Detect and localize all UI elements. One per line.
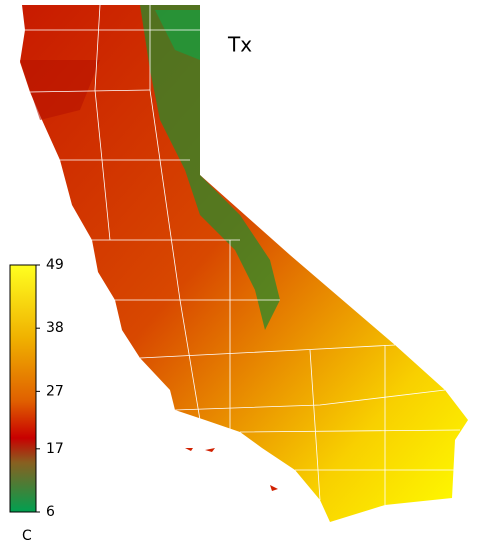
colorbar <box>9 264 37 513</box>
colorbar-tick-label: 38 <box>46 320 64 336</box>
colorbar-tick-label: 17 <box>46 441 64 457</box>
colorbar-unit: C <box>22 528 32 544</box>
colorbar-tick-label: 27 <box>46 383 64 399</box>
colorbar-tick-label: 49 <box>46 257 64 273</box>
state-shape <box>20 4 468 522</box>
map-title: Tx <box>227 33 252 57</box>
colorbar-tick-label: 6 <box>46 504 55 520</box>
